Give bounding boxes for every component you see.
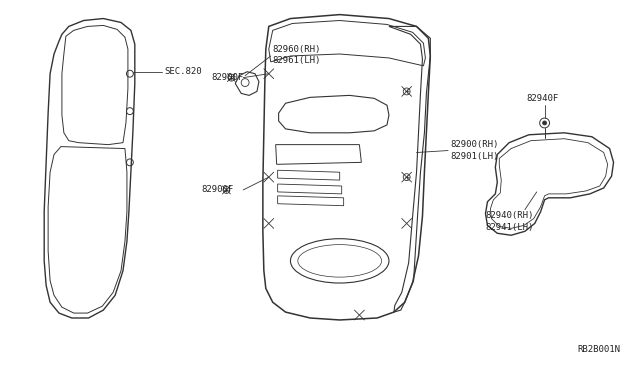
Circle shape (543, 121, 547, 125)
Text: SEC.820: SEC.820 (164, 67, 202, 76)
Text: 82900(RH): 82900(RH) (450, 140, 499, 149)
Text: 82900F: 82900F (202, 185, 234, 195)
Text: RB2B001N: RB2B001N (577, 345, 620, 354)
Text: 82940(RH): 82940(RH) (486, 211, 534, 220)
Text: 82901(LH): 82901(LH) (450, 152, 499, 161)
Text: 82960(RH): 82960(RH) (273, 45, 321, 54)
Text: 82940F: 82940F (527, 94, 559, 103)
Text: 82941(LH): 82941(LH) (486, 223, 534, 232)
Text: 82900F: 82900F (212, 73, 244, 82)
Text: 82961(LH): 82961(LH) (273, 57, 321, 65)
